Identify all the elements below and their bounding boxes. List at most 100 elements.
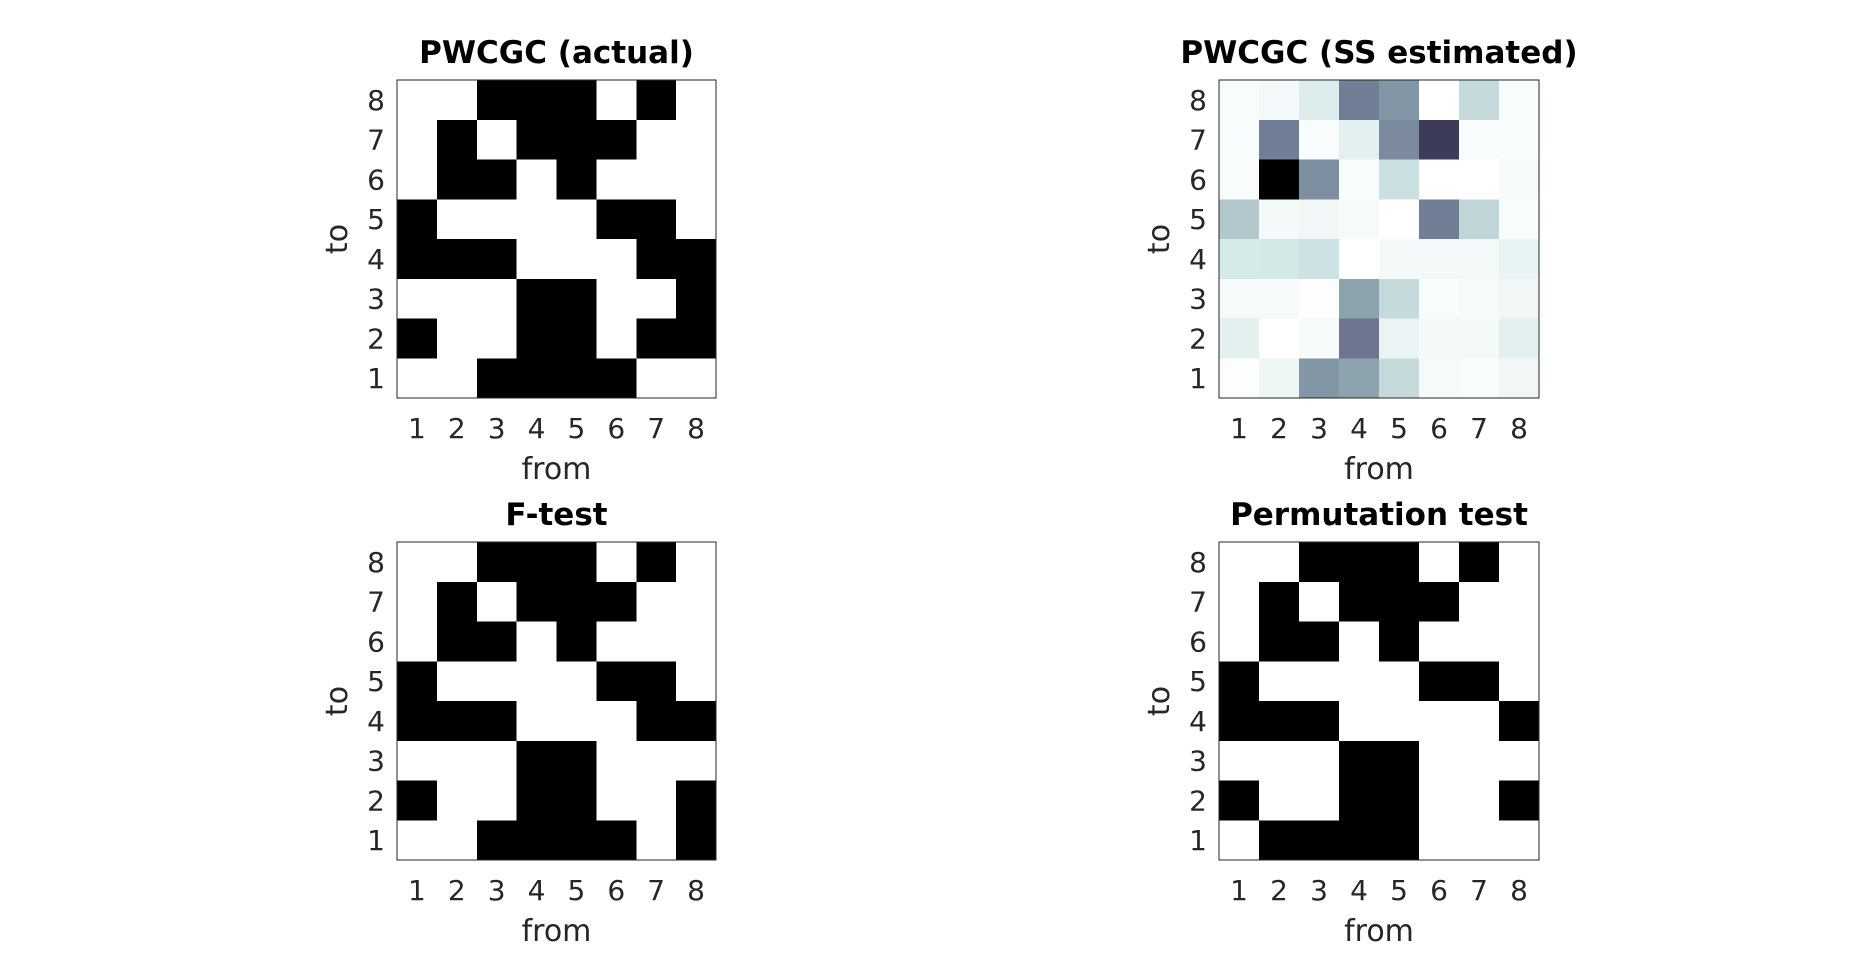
- heatmap-cell: [1339, 159, 1380, 200]
- heatmap-cell: [1379, 119, 1420, 161]
- y-tick-label: 4: [367, 705, 385, 738]
- heatmap-cell: [516, 661, 558, 702]
- heatmap-cell: [596, 780, 637, 821]
- heatmap-cell: [596, 542, 637, 583]
- heatmap-cell: [436, 80, 478, 121]
- x-tick-label: 4: [1350, 874, 1368, 907]
- x-tick-label: 4: [528, 874, 546, 907]
- x-tick-label: 3: [1310, 412, 1328, 445]
- heatmap-cell: [1259, 80, 1300, 121]
- y-tick-label: 2: [367, 322, 385, 355]
- heatmap-cell: [1299, 621, 1340, 662]
- heatmap-cell: [476, 701, 518, 742]
- y-tick-label: 7: [367, 586, 385, 619]
- heatmap-cell: [676, 278, 717, 320]
- x-tick-label: 2: [1270, 874, 1288, 907]
- heatmap-cell: [1219, 820, 1260, 861]
- heatmap-cell: [676, 701, 717, 742]
- heatmap-cell: [397, 740, 438, 782]
- heatmap-cell: [1499, 542, 1540, 583]
- heatmap-cell: [676, 542, 717, 583]
- heatmap-cell: [516, 542, 558, 583]
- heatmap-cell: [1339, 621, 1380, 662]
- heatmap-cell: [397, 318, 438, 359]
- heatmap-cell: [1459, 820, 1500, 861]
- heatmap-cell: [476, 199, 518, 240]
- y-tick-label: 3: [367, 283, 385, 316]
- heatmap-cell: [1299, 318, 1340, 359]
- heatmap-cell: [556, 820, 597, 861]
- heatmap-cell: [1499, 159, 1540, 200]
- heatmap-cell: [516, 780, 558, 821]
- y-tick-label: 8: [1189, 84, 1207, 117]
- heatmap-cell: [1379, 159, 1420, 200]
- heatmap-cell: [556, 780, 597, 821]
- heatmap-cell: [1219, 581, 1260, 623]
- heatmap-cell: [1419, 358, 1460, 399]
- heatmap-cell: [1379, 820, 1420, 861]
- heatmap-cell: [397, 542, 438, 583]
- heatmap-cell: [596, 358, 637, 399]
- heatmap-cell: [1219, 701, 1260, 742]
- heatmap-cell: [596, 621, 637, 662]
- axes-frame: [1218, 79, 1540, 399]
- y-tick-label: 1: [367, 824, 385, 857]
- heatmap-cell: [556, 159, 597, 200]
- heatmap-cell: [1419, 542, 1460, 583]
- heatmap-cell: [476, 358, 518, 399]
- heatmap-cell: [1259, 621, 1300, 662]
- heatmap-cell: [1299, 581, 1340, 623]
- heatmap-cell: [1379, 239, 1420, 280]
- y-tick-label: 7: [1189, 586, 1207, 619]
- y-tick-label: 4: [1189, 243, 1207, 276]
- heatmap-cell: [1219, 199, 1260, 240]
- heatmap-cell: [1379, 740, 1420, 782]
- heatmap-cell: [476, 621, 518, 662]
- heatmap-cell: [397, 80, 438, 121]
- y-tick-label: 4: [1189, 705, 1207, 738]
- heatmap-cell: [1499, 358, 1540, 399]
- heatmap-cell: [1219, 80, 1260, 121]
- heatmap-cell: [397, 820, 438, 861]
- heatmap-cell: [1419, 318, 1460, 359]
- heatmap-cells: [1219, 542, 1540, 861]
- heatmap-cell: [596, 701, 637, 742]
- x-tick-label: 1: [1230, 412, 1248, 445]
- heatmap-cell: [1299, 780, 1340, 821]
- heatmap-cell: [1459, 358, 1500, 399]
- y-tick-label: 2: [367, 784, 385, 817]
- y-tick-label: 2: [1189, 784, 1207, 817]
- x-tick-label: 6: [607, 412, 625, 445]
- heatmap-cell: [1419, 621, 1460, 662]
- heatmap-cell: [397, 621, 438, 662]
- y-tick-label: 1: [367, 362, 385, 395]
- heatmap-cell: [476, 581, 518, 623]
- heatmap-cell: [556, 358, 597, 399]
- x-axis-label: from: [1344, 452, 1414, 487]
- heatmap-cell: [1419, 119, 1460, 161]
- heatmap-cell: [676, 199, 717, 240]
- heatmap-cell: [397, 199, 438, 240]
- heatmap-cell: [556, 239, 597, 280]
- heatmap-cell: [516, 159, 558, 200]
- x-tick-label: 6: [1430, 874, 1448, 907]
- heatmap-cell: [476, 80, 518, 121]
- x-tick-label: 8: [1510, 874, 1528, 907]
- heatmap-cell: [1499, 119, 1540, 161]
- heatmap-cell: [397, 159, 438, 200]
- y-axis-label: to: [1142, 224, 1177, 254]
- y-tick-label: 7: [367, 124, 385, 157]
- heatmap-cell: [516, 318, 558, 359]
- heatmap-cell: [1419, 780, 1460, 821]
- y-tick-label: 7: [1189, 124, 1207, 157]
- heatmap-cell: [596, 661, 637, 702]
- heatmap-cell: [676, 80, 717, 121]
- heatmap-cell: [1459, 661, 1500, 702]
- heatmap-cells: [1219, 80, 1540, 399]
- heatmap-cell: [1299, 358, 1340, 399]
- heatmap-cell: [1259, 701, 1300, 742]
- heatmap-cell: [1219, 278, 1260, 320]
- heatmap-cell: [556, 740, 597, 782]
